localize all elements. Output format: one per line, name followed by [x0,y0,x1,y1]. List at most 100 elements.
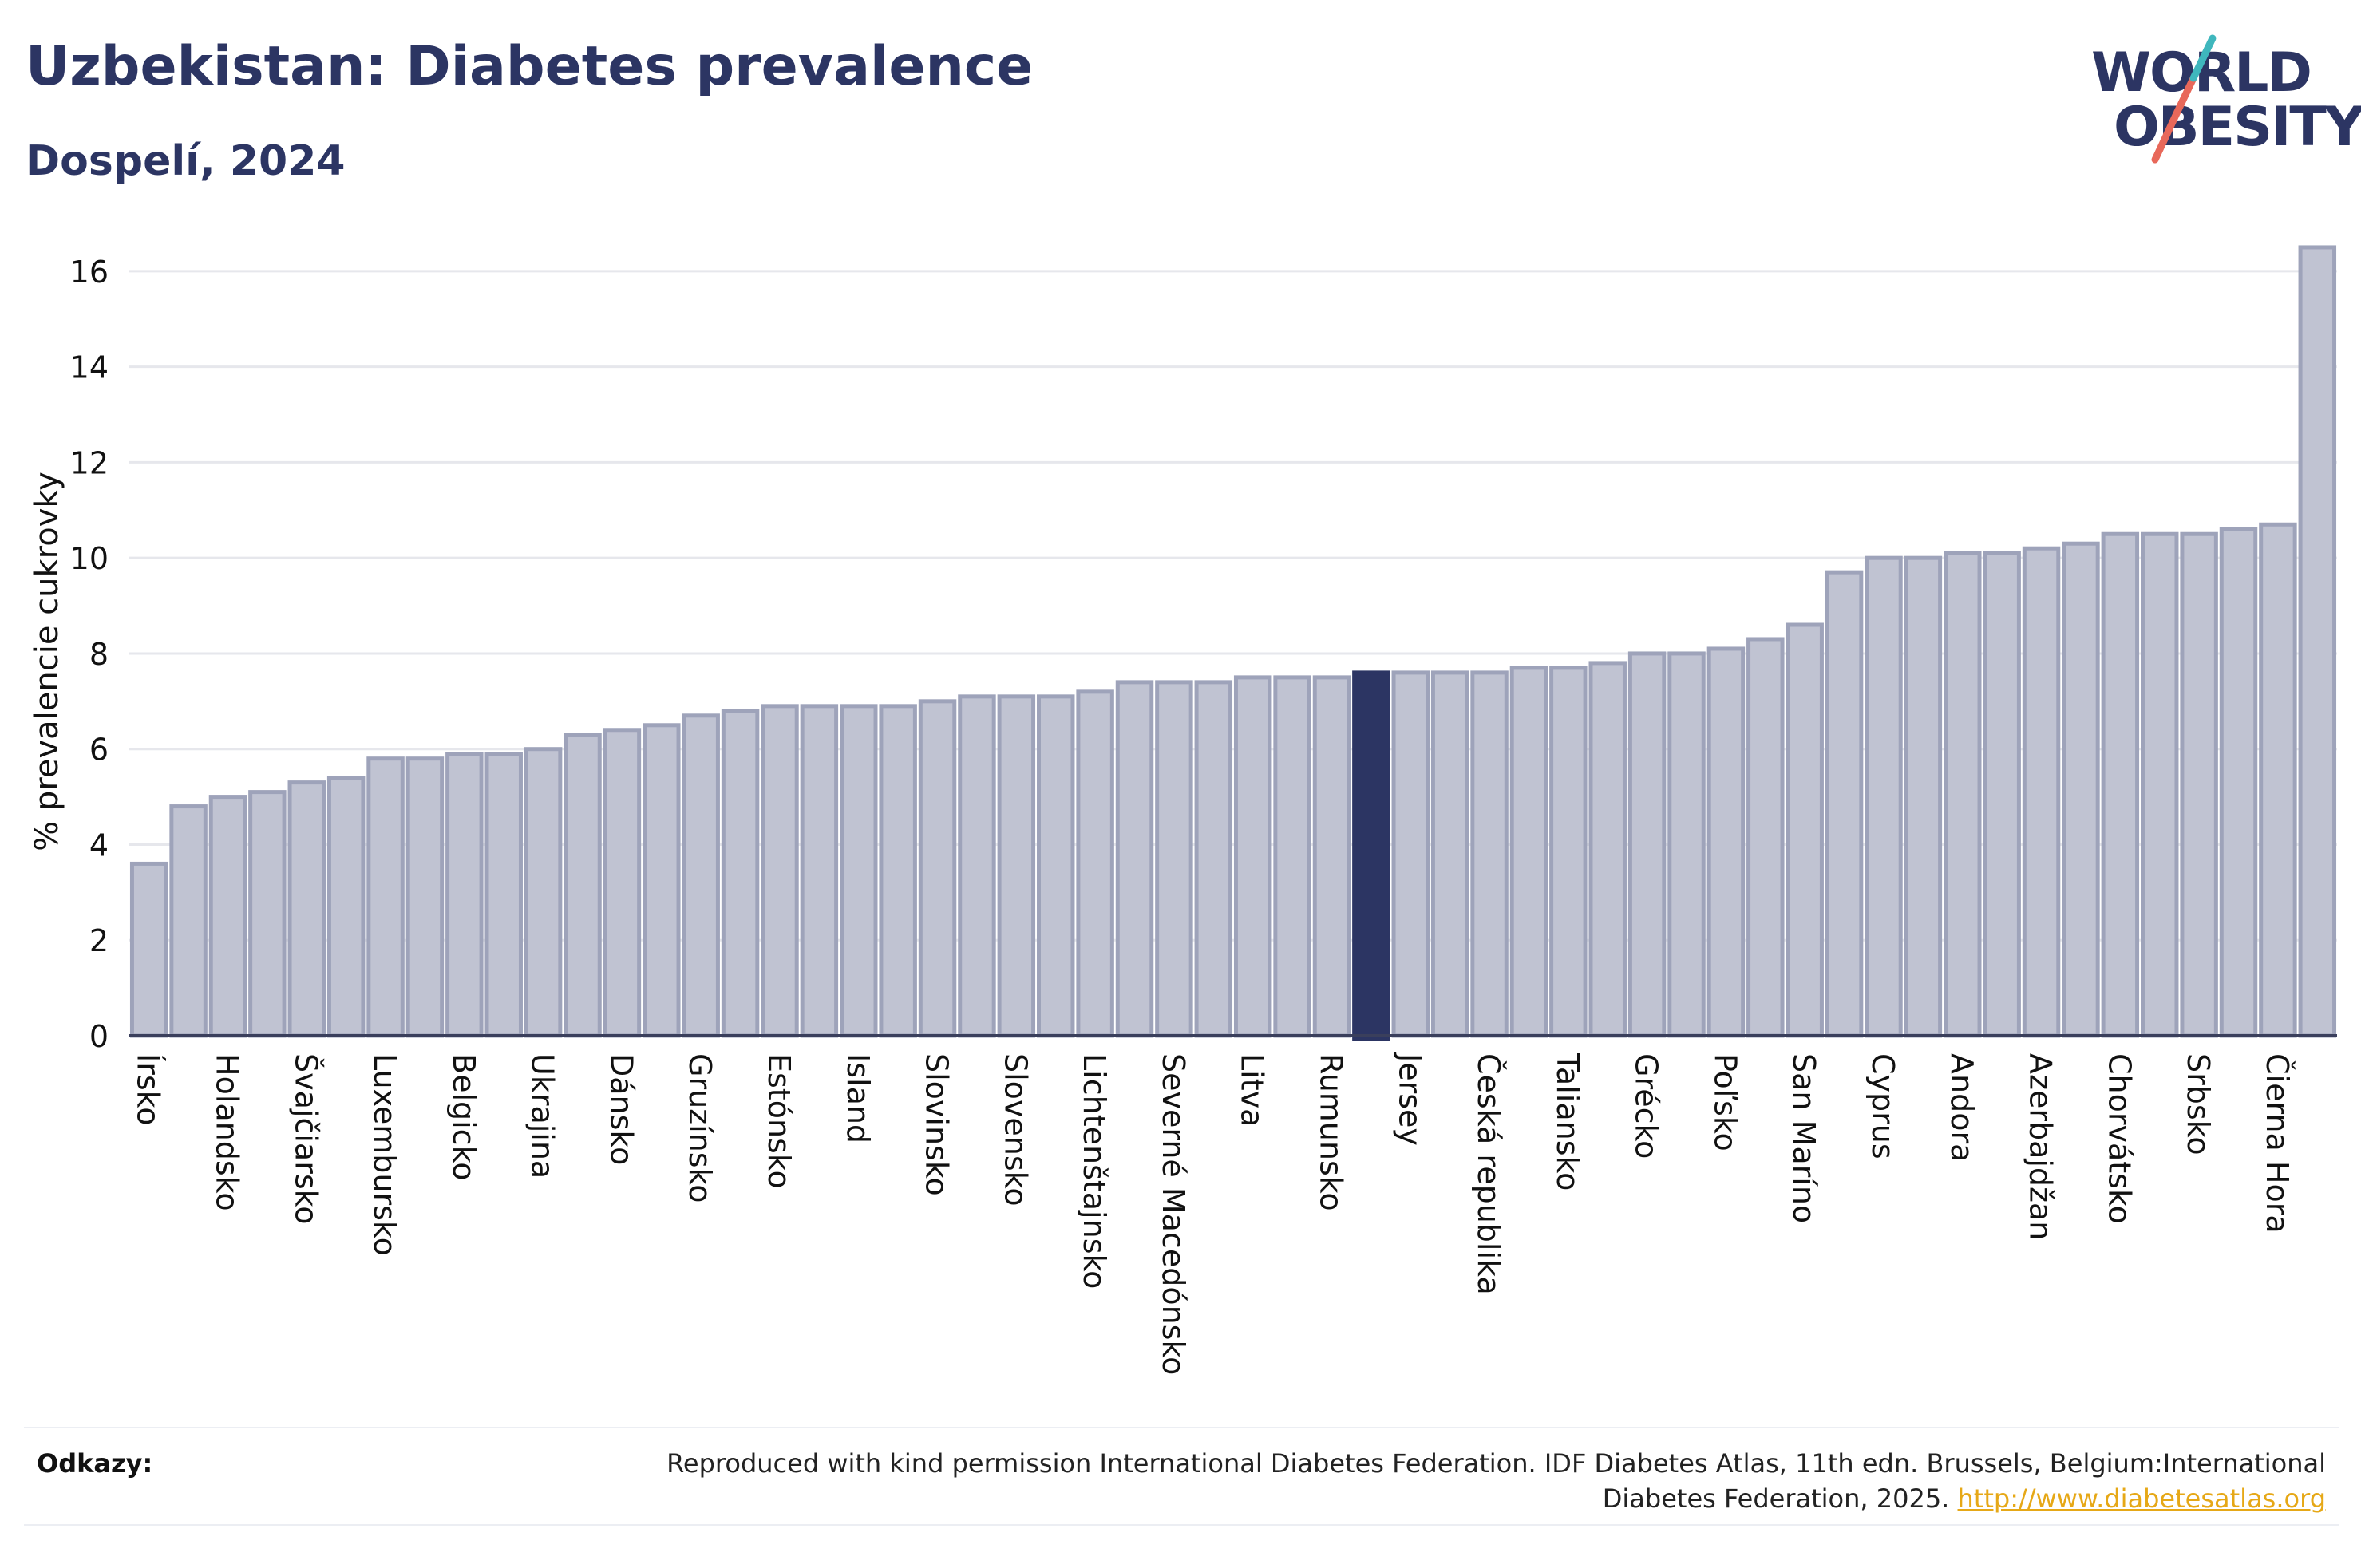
chart-title: Uzbekistan: Diabetes prevalence [26,35,1034,98]
x-tick-label: Cyprus [1865,1053,1900,1159]
x-tick-label: Srbsko [2181,1053,2216,1155]
bar [1509,666,1548,1038]
x-tick-label: Poľsko [1707,1053,1742,1151]
y-tick-label: 0 [89,1019,109,1054]
x-tick-label: Lichtenštajnsko [1077,1053,1112,1289]
bar [1944,551,1982,1038]
bar [1667,651,1706,1038]
bar [1155,680,1193,1038]
x-tick-label: Litva [1235,1053,1270,1127]
bar [1273,675,1311,1038]
x-tick-label: Jersey [1392,1052,1427,1146]
x-tick-label: Dánsko [603,1053,639,1165]
bar [1627,651,1667,1038]
bar [1115,680,1154,1038]
x-tick-label: Grécko [1629,1053,1664,1159]
bar [643,723,681,1038]
bar [1312,675,1351,1038]
bar-highlight [1352,670,1390,1041]
bar [2219,527,2258,1038]
references-label: Odkazy: [37,1448,153,1479]
bar [997,694,1036,1038]
bar [2101,531,2140,1038]
bar [1588,661,1627,1038]
x-tick-label: Rumunsko [1313,1053,1348,1211]
y-tick-label: 8 [89,637,109,672]
bar [287,780,326,1038]
bar [840,704,878,1038]
x-tick-label: Slovinsko [919,1053,955,1196]
footer-divider-bottom [24,1524,2339,1526]
bar [1786,622,1824,1038]
bar [2259,522,2297,1038]
bar [918,699,957,1038]
references-citation: Reproduced with kind permission Internat… [666,1448,2326,1514]
bar [1470,670,1509,1038]
bar [524,747,563,1038]
logo-word-1: WORLD [2091,41,2312,105]
references-text: Reproduced with kind permission Internat… [650,1446,2326,1516]
x-tick-label: Island [840,1053,876,1143]
y-tick-label: 6 [89,733,109,768]
x-tick-label: Taliansko [1550,1053,1585,1191]
chart-subtitle: Dospelí, 2024 [26,137,346,185]
bar [721,709,760,1038]
bar [761,704,799,1038]
x-tick-label: Belgicko [446,1053,481,1180]
x-tick-label: Holandsko [209,1053,244,1211]
bar [564,733,602,1038]
bar [1746,637,1785,1038]
logo-word-2: OBESITY [2114,96,2361,159]
x-tick-label: Gruzínsko [682,1053,718,1203]
bar [2180,531,2218,1038]
bar [1391,670,1430,1038]
x-tick-label: Švajčiarsko [288,1053,323,1225]
y-tick-label: 4 [89,827,109,863]
bar [129,861,168,1038]
y-axis-label: % prevalencie cukrovky [29,472,65,851]
x-tick-label: Slovensko [998,1053,1033,1207]
bar [326,776,366,1038]
x-tick-label: Luxembursko [367,1053,402,1256]
y-tick-label: 14 [70,350,109,385]
bar [1233,675,1272,1038]
x-tick-label: Čierna Hora [2260,1053,2295,1234]
bar [1904,555,1943,1038]
y-tick-label: 12 [70,445,109,480]
x-tick-label: Estónsko [761,1053,797,1189]
bar [800,704,839,1038]
bar [445,752,484,1038]
x-tick-label: Chorvátsko [2102,1053,2137,1224]
bar [208,795,247,1038]
bar [169,804,208,1038]
bar [1983,551,2021,1038]
footer-divider-top [24,1427,2339,1428]
bar [405,756,445,1038]
x-tick-label: Andora [1944,1053,1979,1162]
x-tick-label: Azerbajdžan [2023,1053,2058,1240]
y-tick-label: 2 [89,923,109,958]
bar [879,704,917,1038]
x-tick-label: Ukrajina [525,1053,560,1179]
bar [366,756,405,1038]
bar [1194,680,1233,1038]
bar [1036,694,1075,1038]
y-tick-label: 10 [70,541,109,576]
bar [2062,541,2100,1038]
references-link[interactable]: http://www.diabetesatlas.org [1957,1483,2326,1514]
bar [2140,531,2179,1038]
bar [2298,245,2337,1038]
x-tick-label: Severné Macedónsko [1156,1053,1191,1375]
x-tick-label: San Maríno [1786,1053,1821,1223]
logo-slash-icon [2151,34,2217,164]
bar [1076,689,1114,1038]
bar [1825,570,1864,1038]
bar [2022,546,2061,1038]
bar [1865,555,1903,1038]
bar [1549,666,1588,1038]
bar [1430,670,1469,1038]
world-obesity-logo: WORLD OBESITY [2075,32,2361,176]
bar [1706,646,1746,1038]
x-tick-label: Česká republika [1471,1053,1506,1295]
bar-chart: 0 2 4 6 8 10 12 14 16 % prevalencie cukrovky Írsko… [29,245,2337,1375]
